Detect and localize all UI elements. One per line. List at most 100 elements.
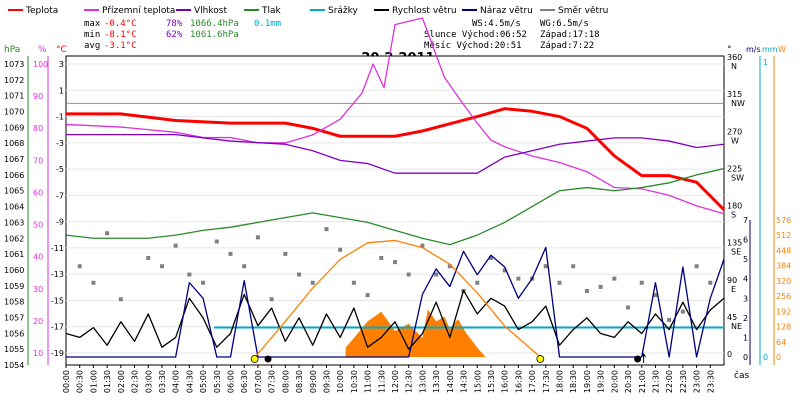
percent-tick-4: 60 [33, 188, 43, 197]
direction-point-16 [310, 280, 315, 285]
direction-point-35 [571, 264, 576, 269]
w-tick-4: 320 [776, 277, 791, 286]
x-tick-label-0: 00:00 [62, 370, 71, 393]
stats-max-press: 1066.4hPa [190, 19, 239, 29]
direction-point-20 [365, 293, 370, 298]
legend-label-1: Přízemní teplota [102, 6, 175, 16]
x-tick-label-2: 01:00 [89, 370, 98, 393]
ms-tick-2: 5 [743, 255, 748, 264]
celsius-tick-5: -7 [56, 191, 64, 200]
w-tick-3: 384 [776, 262, 791, 271]
wind-wg: WG:6.5m/s [540, 19, 589, 29]
series-line-3 [65, 167, 725, 246]
x-tick-label-18: 09:00 [309, 370, 318, 393]
x-tick-label-47: 23:30 [706, 370, 715, 393]
mm-tick-0: 1 [763, 58, 768, 67]
direction-point-33 [543, 264, 548, 269]
x-tick-label-29: 14:30 [460, 370, 469, 393]
hpa-tick-6: 1067 [4, 155, 24, 164]
celsius-tick-4: -5 [56, 165, 64, 174]
legend-label-7: Směr větru [558, 6, 608, 16]
legend: Teplota Přízemní teplota Vlhkost Tlak Srážky… [8, 6, 608, 16]
x-tick-label-38: 19:00 [583, 370, 592, 393]
celsius-tick-8: -13 [51, 270, 64, 279]
x-tick-label-44: 22:00 [665, 370, 674, 393]
x-tick-label-10: 05:00 [199, 370, 208, 393]
axis-header-hpa: hPa [4, 45, 20, 55]
direction-point-31 [516, 276, 521, 281]
direction-point-4 [146, 256, 151, 260]
direction-label-3: SW [731, 173, 744, 182]
sun-set: Západ:17:18 [540, 30, 600, 40]
hpa-tick-3: 1070 [4, 108, 24, 117]
hpa-tick-11: 1062 [4, 234, 24, 243]
x-tick-label-8: 04:00 [172, 370, 181, 393]
direction-point-38 [612, 276, 617, 281]
stats-min-press: 1061.6hPa [190, 30, 239, 40]
sunset-icon [536, 355, 545, 363]
x-tick-label-34: 17:00 [528, 370, 537, 393]
x-tick-label-39: 19:30 [597, 370, 606, 393]
stats-max-label: max [84, 19, 101, 29]
series-line-2 [66, 133, 725, 174]
wind-ws: WS:4.5m/s [472, 19, 521, 29]
direction-point-41 [653, 293, 658, 298]
series-line-4 [65, 289, 725, 350]
direction-label-5: SE [731, 248, 741, 257]
w-tick-1: 512 [776, 231, 791, 240]
stats-min-hum: 62% [166, 30, 183, 40]
x-tick-label-5: 02:30 [131, 370, 140, 393]
direction-point-29 [488, 256, 493, 260]
direction-tick-6: 90 [727, 276, 737, 285]
axis-header-percent: % [38, 45, 47, 55]
direction-tick-7: 45 [727, 313, 737, 322]
x-tick-label-14: 07:00 [254, 370, 263, 393]
stats-max-rain: 0.1mm [254, 19, 281, 29]
direction-point-24 [420, 243, 425, 248]
direction-tick-3: 225 [727, 164, 742, 173]
hpa-tick-13: 1060 [4, 266, 24, 275]
direction-point-1 [91, 280, 96, 285]
direction-point-9 [214, 239, 219, 244]
legend-label-2: Vlhkost [194, 6, 227, 16]
direction-point-2 [105, 231, 110, 236]
percent-tick-3: 70 [33, 156, 43, 165]
percent-tick-5: 50 [33, 221, 43, 230]
x-tick-label-45: 22:30 [679, 370, 688, 393]
percent-tick-9: 10 [33, 349, 43, 358]
x-tick-label-9: 04:30 [185, 370, 194, 393]
stats-min-label: min [84, 30, 100, 40]
percent-tick-8: 20 [33, 317, 43, 326]
percent-tick-7: 30 [33, 285, 43, 294]
celsius-tick-3: -3 [56, 139, 64, 148]
plot-area [65, 55, 725, 366]
x-tick-label-22: 11:00 [364, 370, 373, 393]
x-tick-label-43: 21:30 [651, 370, 660, 393]
celsius-tick-6: -9 [56, 218, 64, 227]
stats-avg-temp: -3.1°C [104, 41, 137, 51]
celsius-tick-0: 3 [59, 60, 64, 69]
direction-point-22 [393, 260, 397, 265]
direction-point-18 [338, 247, 343, 252]
x-tick-label-36: 18:00 [556, 370, 565, 393]
ms-tick-1: 6 [743, 236, 748, 245]
ms-tick-3: 4 [743, 275, 748, 284]
x-tick-label-11: 05:30 [213, 370, 222, 393]
radiation-fill [345, 309, 486, 357]
hpa-tick-19: 1054 [4, 361, 24, 370]
ms-tick-4: 3 [743, 294, 748, 303]
celsius-tick-9: -15 [51, 296, 64, 305]
w-tick-9: 0 [776, 353, 781, 362]
axis-header-direction: ° [727, 45, 732, 55]
x-tick-label-30: 15:00 [473, 370, 482, 393]
hpa-tick-4: 1069 [4, 123, 24, 132]
stats-min-temp: -8.1°C [104, 30, 137, 40]
direction-point-21 [379, 256, 384, 260]
w-tick-0: 576 [776, 216, 791, 225]
ms-tick-5: 2 [743, 314, 748, 323]
direction-point-45 [708, 280, 713, 285]
w-tick-5: 256 [776, 292, 791, 301]
hpa-tick-15: 1058 [4, 298, 24, 307]
x-tick-label-17: 08:30 [295, 370, 304, 393]
